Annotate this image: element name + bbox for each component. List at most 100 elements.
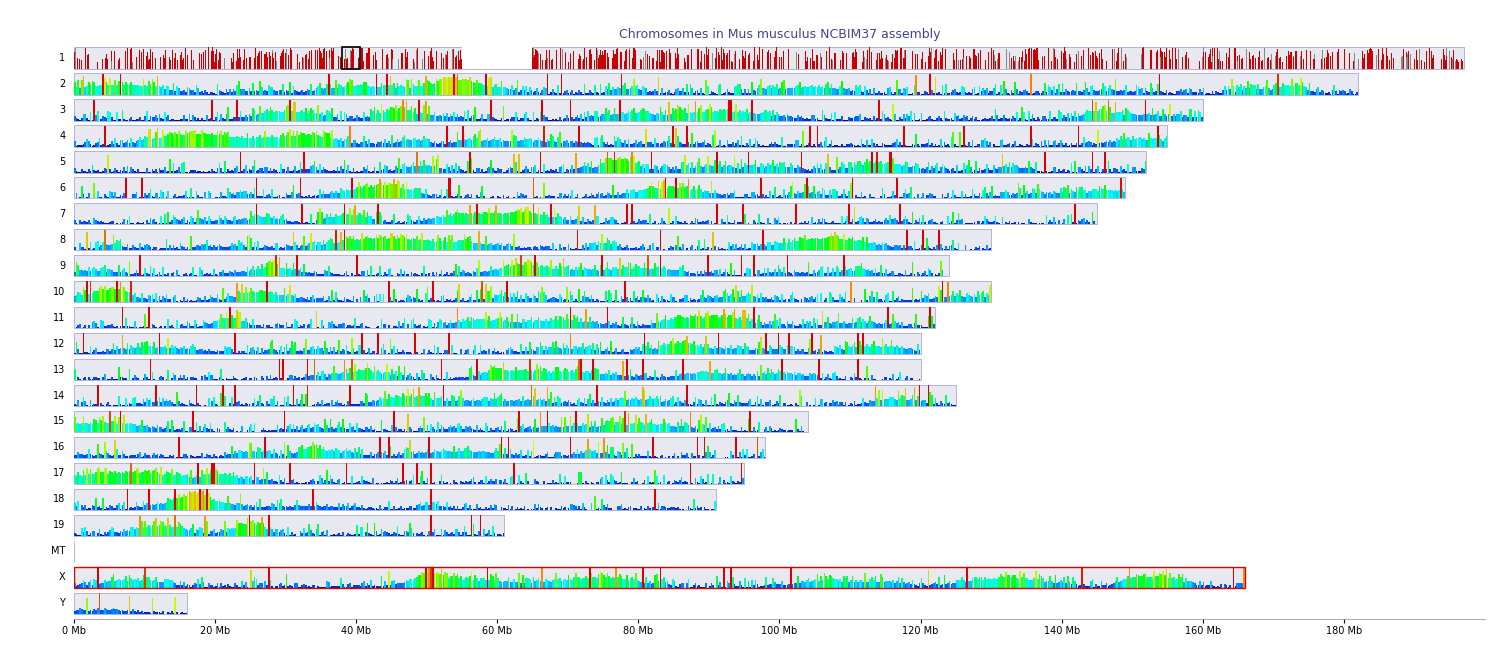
Bar: [274, 137, 276, 147]
Bar: [1030, 580, 1032, 588]
Bar: [282, 295, 284, 302]
Bar: [276, 353, 279, 354]
Bar: [606, 262, 609, 276]
Bar: [102, 321, 104, 328]
Bar: [394, 299, 396, 302]
Bar: [765, 110, 766, 121]
Bar: [812, 85, 813, 95]
Bar: [544, 88, 546, 95]
Bar: [352, 296, 354, 302]
Bar: [540, 151, 542, 173]
Bar: [675, 317, 676, 328]
Bar: [550, 582, 552, 588]
Bar: [81, 476, 82, 484]
Bar: [352, 453, 354, 458]
Bar: [225, 89, 228, 95]
Bar: [472, 170, 474, 173]
Bar: [345, 139, 346, 147]
Bar: [172, 373, 174, 380]
Bar: [255, 502, 258, 510]
Bar: [282, 506, 284, 510]
Bar: [987, 221, 990, 224]
Bar: [1332, 90, 1334, 95]
Bar: [489, 167, 490, 173]
Bar: [142, 378, 144, 380]
Bar: [495, 448, 496, 458]
Bar: [236, 454, 238, 458]
Bar: [170, 473, 171, 484]
Bar: [430, 298, 432, 302]
Bar: [264, 291, 266, 302]
Bar: [572, 504, 573, 510]
Bar: [549, 400, 550, 406]
Bar: [399, 238, 400, 250]
Bar: [1058, 169, 1060, 173]
Bar: [369, 327, 370, 328]
Bar: [1107, 586, 1108, 588]
Bar: [214, 404, 216, 406]
Bar: [550, 392, 552, 406]
Bar: [614, 151, 615, 173]
Bar: [132, 508, 134, 510]
Bar: [704, 222, 705, 224]
Bar: [855, 165, 856, 173]
Bar: [392, 509, 393, 510]
Bar: [513, 135, 514, 147]
Bar: [660, 256, 662, 276]
Bar: [642, 567, 644, 588]
Bar: [1064, 145, 1065, 147]
Bar: [910, 584, 912, 588]
Bar: [112, 528, 114, 536]
Bar: [114, 242, 116, 250]
Bar: [474, 481, 476, 484]
Bar: [585, 404, 586, 406]
Bar: [102, 116, 104, 121]
Bar: [596, 245, 597, 250]
Bar: [264, 90, 266, 95]
Bar: [910, 145, 912, 147]
Bar: [704, 373, 705, 380]
Bar: [448, 167, 450, 173]
Bar: [303, 92, 304, 95]
Bar: [1116, 577, 1118, 588]
Bar: [836, 90, 837, 95]
Bar: [930, 299, 932, 302]
Bar: [966, 165, 968, 173]
Bar: [712, 405, 714, 406]
Bar: [512, 454, 513, 458]
Bar: [1113, 141, 1114, 147]
Bar: [747, 223, 750, 224]
Bar: [777, 145, 780, 147]
Bar: [594, 138, 596, 147]
Bar: [609, 454, 610, 458]
Bar: [405, 299, 406, 302]
Bar: [674, 479, 675, 484]
Bar: [932, 194, 933, 199]
Bar: [904, 248, 906, 250]
Bar: [966, 293, 968, 302]
Bar: [251, 171, 252, 173]
Bar: [920, 92, 921, 95]
Bar: [981, 577, 982, 588]
Bar: [202, 171, 204, 173]
Bar: [956, 293, 957, 302]
Bar: [260, 499, 261, 510]
Bar: [543, 247, 544, 250]
Bar: [882, 577, 884, 588]
Bar: [554, 396, 555, 406]
Bar: [423, 136, 424, 147]
Bar: [894, 142, 896, 147]
Bar: [930, 220, 932, 224]
Bar: [1276, 74, 1278, 95]
Bar: [620, 416, 621, 432]
Bar: [172, 499, 174, 510]
Bar: [813, 580, 814, 588]
Bar: [744, 112, 746, 121]
Bar: [280, 268, 282, 276]
Bar: [460, 321, 462, 328]
Bar: [138, 378, 140, 380]
Bar: [574, 197, 576, 199]
Bar: [693, 273, 694, 276]
Bar: [664, 268, 666, 276]
Bar: [592, 243, 594, 250]
